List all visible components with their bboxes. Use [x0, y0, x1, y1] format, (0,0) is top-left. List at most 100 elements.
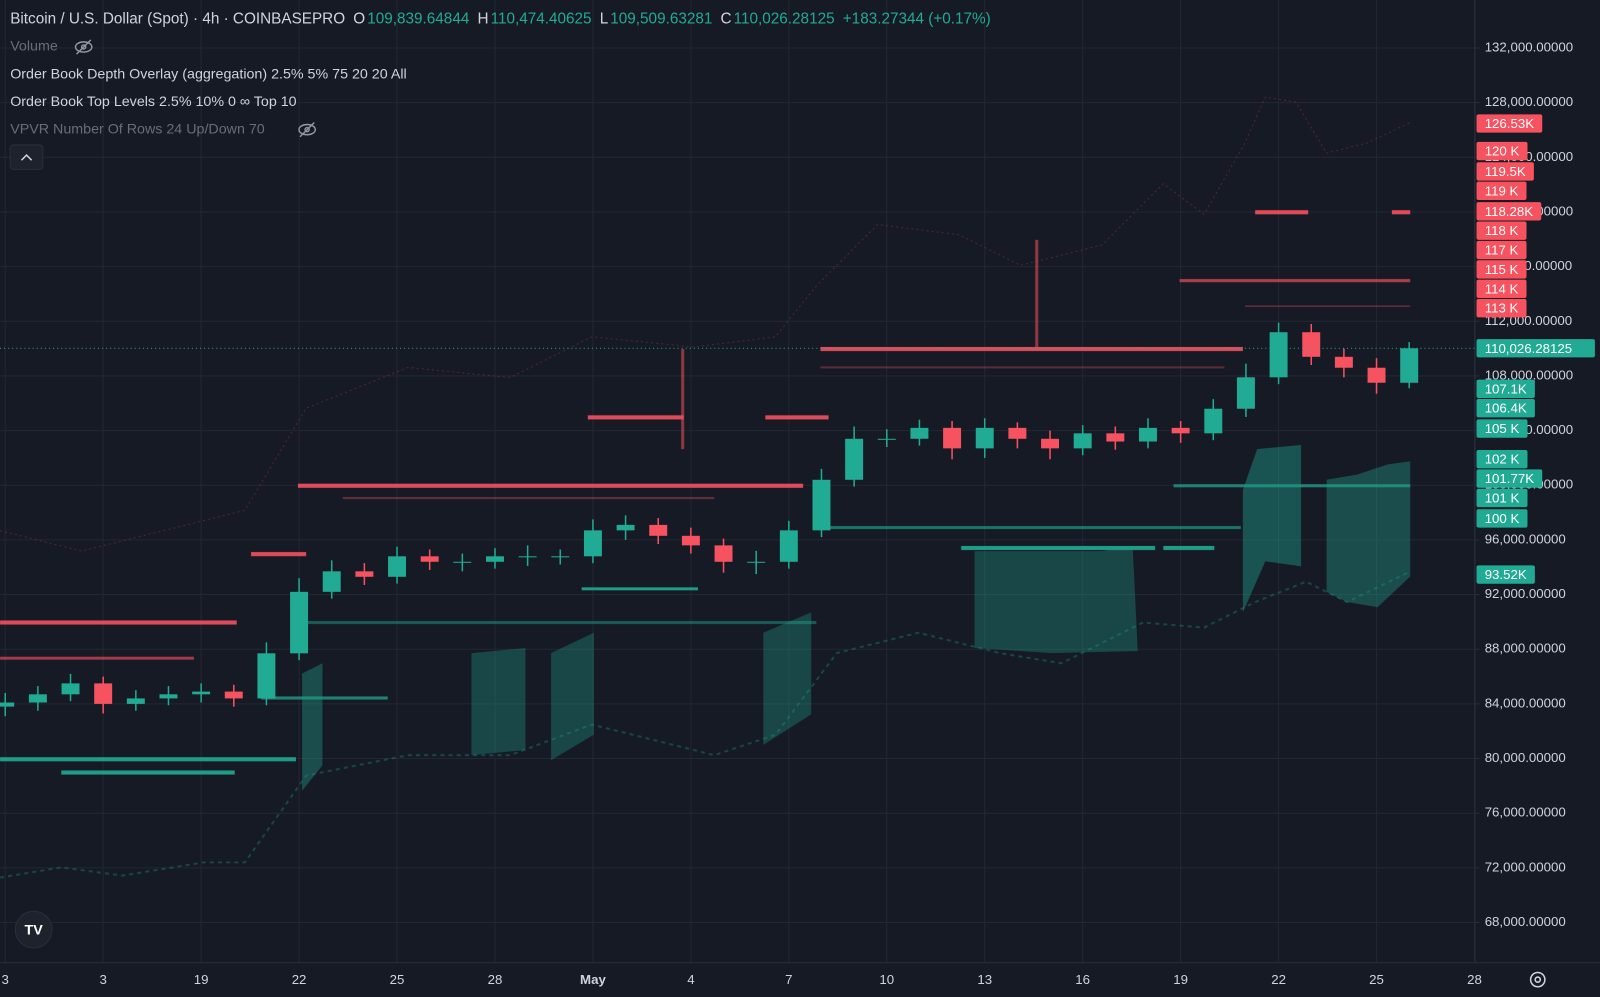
depth-area: [471, 647, 526, 756]
candle-body: [355, 571, 374, 577]
order-book-tag-bg: [1476, 509, 1528, 528]
x-tick-label: 3: [99, 972, 106, 987]
order-book-label: 119.5K: [1485, 164, 1526, 179]
indicator[interactable]: Volume: [10, 39, 58, 55]
order-book-label: 101.77K: [1485, 471, 1535, 486]
order-book-tag: 117 K: [1476, 240, 1527, 260]
order-book-tag-bg: [1476, 240, 1527, 260]
ohlc-key: O: [353, 10, 365, 27]
order-book-tag-bg: [1476, 114, 1543, 133]
grid-layer: [0, 0, 1475, 963]
indicator[interactable]: VPVR Number Of Rows 24 Up/Down 70: [10, 121, 265, 137]
y-tick-label: 132,000.00000: [1485, 39, 1573, 54]
depth-area: [763, 612, 812, 745]
x-tick-label: 3: [2, 972, 9, 987]
order-book-tag: 107.1K: [1476, 379, 1535, 398]
ohlc-key: L: [600, 10, 609, 27]
order-book-tag-bg: [1476, 379, 1535, 398]
x-tick-label: 10: [879, 972, 894, 987]
order-book-label: 115 K: [1485, 262, 1519, 277]
depth-curve: [0, 96, 1411, 552]
indicator[interactable]: Order Book Depth Overlay (aggregation) 2…: [10, 66, 407, 82]
candle-body: [486, 556, 504, 562]
order-book-tag: 119.5K: [1476, 162, 1534, 181]
settings-button[interactable]: [1529, 971, 1546, 988]
candle-body: [616, 524, 635, 531]
candle-body: [420, 556, 439, 562]
x-tick-label: 22: [292, 972, 307, 987]
order-book-tag-bg: [1476, 221, 1527, 240]
ohlc-value: 109,509.63281: [610, 10, 712, 27]
ohlc-value: 110,026.28125: [734, 10, 835, 27]
order-book-tag-bg: [1476, 299, 1527, 318]
x-tick-label: 7: [785, 972, 792, 987]
candle-body: [975, 427, 994, 449]
order-book-label: 120 K: [1485, 144, 1520, 159]
candle-body: [1236, 377, 1255, 409]
order-book-tag: 126.53K: [1476, 114, 1543, 133]
candle-body: [192, 691, 211, 695]
ohlc-key: H: [478, 10, 489, 27]
candle-body: [322, 571, 341, 592]
candle-body: [551, 556, 570, 558]
y-tick-label: 76,000.00000: [1485, 805, 1566, 820]
hidden-icon[interactable]: [298, 121, 317, 138]
order-book-label: 100 K: [1485, 511, 1520, 526]
candle-body: [290, 591, 309, 654]
candle-body: [0, 702, 15, 707]
order-book-label: 107.1K: [1485, 381, 1527, 396]
order-book-tag: 101.77K: [1476, 469, 1543, 488]
x-tick-label: 16: [1075, 972, 1090, 987]
indicator[interactable]: Order Book Top Levels 2.5% 10% 0 ∞ Top 1…: [10, 94, 296, 110]
order-book-tag-bg: [1476, 488, 1528, 508]
candle-body: [453, 561, 472, 563]
order-book-label: 113 K: [1485, 301, 1519, 316]
order-book-tag-bg: [1476, 419, 1528, 438]
logo[interactable]: TV: [14, 910, 53, 949]
candle-body: [1139, 427, 1157, 442]
order-book-label: 119 K: [1485, 183, 1519, 198]
x-tick-label: 13: [977, 972, 992, 987]
candle-body: [1073, 433, 1092, 449]
candle-body: [681, 535, 700, 546]
order-book-tag-bg: [1476, 181, 1527, 201]
candle-body: [714, 545, 733, 562]
y-tick-label: 68,000.00000: [1485, 914, 1566, 929]
order-book-tag-bg: [1476, 141, 1528, 161]
candle-body: [1106, 433, 1125, 442]
order-book-tag: 114 K: [1476, 279, 1527, 298]
candle-body: [910, 427, 929, 439]
candle-body: [28, 694, 47, 703]
x-tick-label: 28: [1467, 972, 1482, 987]
x-tick-label: May: [580, 972, 606, 987]
candle-body: [583, 530, 602, 557]
chart-title: Bitcoin / U.S. Dollar (Spot) · 4h · COIN…: [10, 10, 345, 27]
collapse-button[interactable]: [9, 144, 44, 170]
order-book-label: 118 K: [1485, 223, 1519, 238]
candle-body: [1400, 348, 1419, 383]
legend: Bitcoin / U.S. Dollar (Spot) · 4h · COIN…: [9, 10, 991, 170]
order-book-tag-bg: [1476, 399, 1535, 418]
ohlc-value: 110,474.40625: [491, 10, 592, 27]
y-tick-label: 108,000.00000: [1485, 367, 1573, 382]
candle-body: [224, 691, 243, 699]
order-book-label: 101 K: [1485, 491, 1520, 506]
candle-body: [1008, 427, 1027, 439]
order-book-tag: 105 K: [1476, 419, 1528, 438]
order-book-tag: 101 K: [1476, 488, 1528, 508]
order-book-tag-bg: [1476, 162, 1534, 181]
y-tick-label: 80,000.00000: [1485, 750, 1566, 765]
y-tick-label: 128,000.00000: [1485, 94, 1573, 109]
depth-area: [1326, 461, 1411, 608]
time-axis-bg: [0, 963, 1600, 997]
svg-text:TV: TV: [25, 922, 44, 938]
candles-layer: [0, 322, 1475, 717]
y-tick-label: 72,000.00000: [1485, 859, 1566, 874]
order-book-label: 118.28K: [1485, 204, 1534, 219]
order-book-tag: 102 K: [1476, 450, 1528, 469]
hidden-icon[interactable]: [74, 39, 93, 55]
x-tick-label: 19: [1173, 972, 1188, 987]
